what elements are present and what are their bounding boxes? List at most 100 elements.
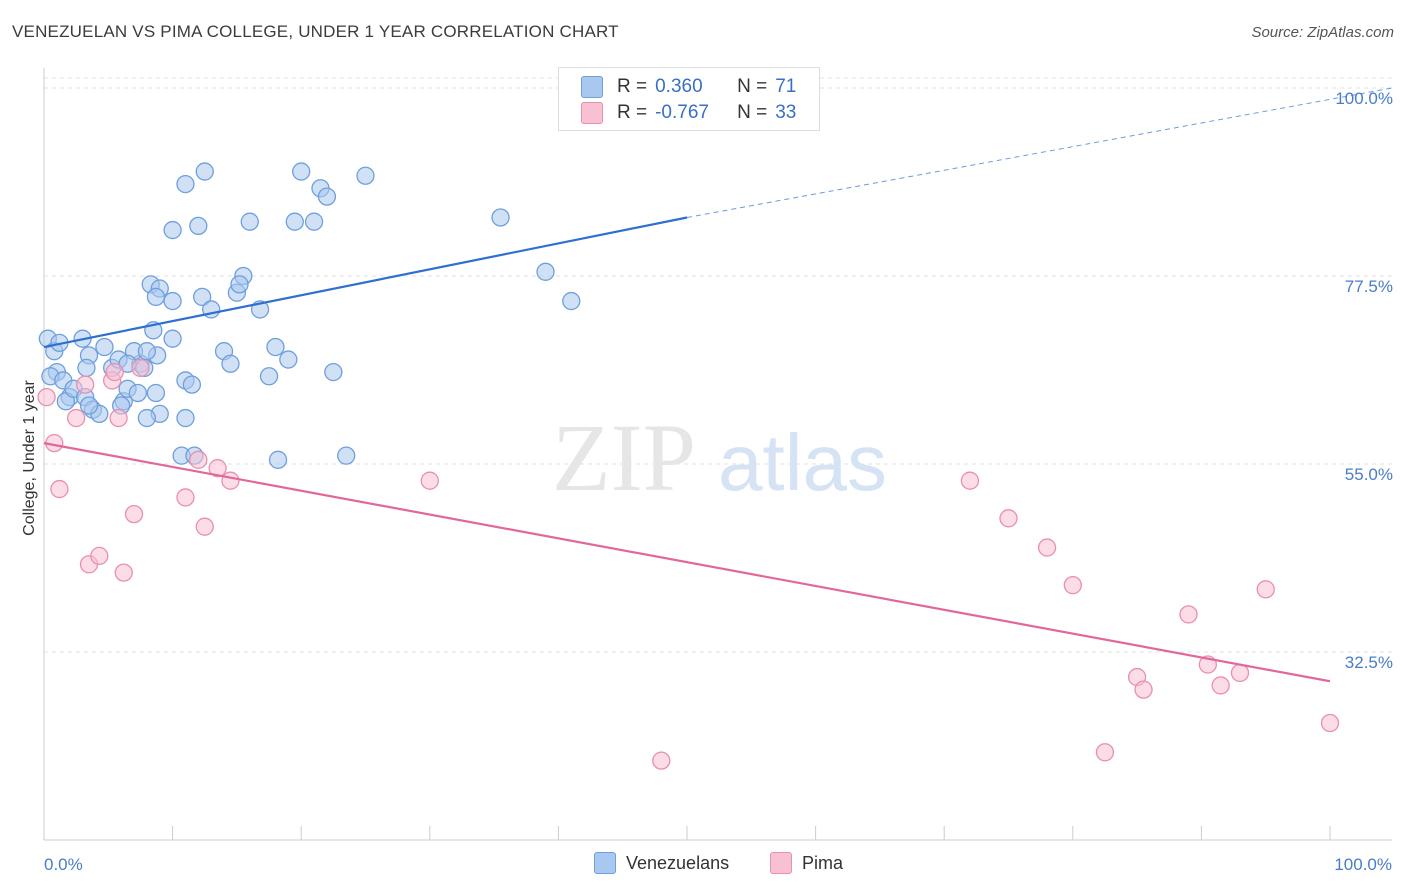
- pima-point-16: [208, 459, 227, 478]
- venezuelans-point-48: [163, 220, 182, 240]
- pima-point-32: [1320, 713, 1340, 733]
- pima-point-19: [652, 751, 671, 770]
- venezuelans-trend-line: [43, 216, 688, 349]
- venezuelans-point-31: [163, 329, 182, 348]
- legend-swatch-venezuelans: [581, 76, 603, 98]
- series-pima-points: [37, 358, 1340, 770]
- y-tick-labels: 32.5% 55.0% 77.5% 100.0%: [1335, 89, 1393, 672]
- venezuelans-trend-extension: [686, 87, 1393, 219]
- axes: [43, 68, 1392, 841]
- legend-row-pima: R = -0.767 N = 33: [581, 101, 796, 125]
- venezuelans-point-57: [266, 337, 285, 357]
- venezuelans-point-58: [268, 450, 288, 469]
- venezuelans-point-60: [285, 212, 304, 231]
- pima-point-3: [67, 408, 86, 428]
- venezuelans-point-47: [176, 174, 195, 194]
- venezuelans-point-69: [536, 262, 555, 281]
- pima-point-14: [189, 450, 208, 469]
- pima-point-6: [90, 546, 109, 566]
- venezuelans-point-39: [182, 375, 202, 394]
- y-tick-label-0: 32.5%: [1345, 653, 1393, 672]
- watermark-zip: ZIP: [552, 404, 696, 511]
- legend-n-value: 33: [775, 102, 797, 123]
- legend: R = 0.360 N = 71 R = -0.767 N = 33: [558, 67, 820, 131]
- gridlines: [44, 77, 1392, 653]
- venezuelans-point-70: [562, 291, 581, 311]
- pima-point-31: [1256, 580, 1275, 599]
- pima-trend-line: [43, 442, 1331, 683]
- venezuelans-point-54: [240, 212, 259, 231]
- venezuelans-point-46: [189, 216, 208, 236]
- venezuelans-point-13: [77, 358, 96, 378]
- pima-point-24: [1095, 743, 1115, 762]
- pima-point-9: [105, 362, 124, 382]
- pima-point-23: [1063, 576, 1082, 595]
- legend-row-venezuelans: R = 0.360 N = 71: [581, 75, 796, 99]
- y-axis-label: College, Under 1 year: [21, 380, 38, 536]
- bottom-legend-swatch-pima: [770, 852, 792, 874]
- pima-point-0: [37, 388, 56, 407]
- venezuelans-point-40: [176, 408, 195, 428]
- venezuelans-point-34: [137, 342, 157, 361]
- watermark-atlas: atlas: [718, 418, 887, 507]
- bottom-legend-pima: Pima: [770, 852, 843, 874]
- bottom-legend-label-pima: Pima: [802, 852, 844, 873]
- y-tick-label-1: 55.0%: [1345, 465, 1393, 484]
- legend-n-label: N =: [737, 76, 768, 97]
- bottom-legend-venezuelans: Venezuelans: [594, 852, 729, 874]
- venezuelans-point-43: [193, 287, 212, 307]
- bottom-legend: Venezuelans Pima: [0, 852, 1406, 878]
- venezuelans-point-64: [304, 212, 324, 231]
- pima-point-29: [1211, 676, 1230, 695]
- x-tick-label-max: 100.0%: [1334, 855, 1392, 874]
- venezuelans-point-59: [279, 350, 298, 369]
- venezuelans-point-30: [146, 287, 166, 307]
- legend-r-label: R =: [617, 76, 648, 97]
- venezuelans-point-65: [324, 362, 343, 382]
- venezuelans-point-63: [317, 187, 337, 206]
- pima-point-12: [131, 358, 150, 378]
- pima-point-10: [114, 563, 133, 582]
- trend-lines: [43, 87, 1393, 683]
- pima-point-20: [960, 471, 980, 490]
- venezuelans-point-37: [137, 408, 157, 428]
- pima-point-2: [50, 479, 69, 499]
- pima-point-4: [76, 375, 95, 394]
- pima-point-21: [999, 509, 1018, 528]
- venezuelans-point-32: [163, 291, 182, 311]
- venezuelans-point-68: [491, 208, 510, 227]
- venezuelans-point-56: [259, 367, 279, 386]
- venezuelans-point-53: [230, 275, 249, 294]
- x-tick-label-min: 0.0%: [44, 855, 83, 874]
- chart-title: VENEZUELAN VS PIMA COLLEGE, UNDER 1 YEAR…: [12, 22, 619, 41]
- pima-point-30: [1230, 663, 1250, 683]
- venezuelans-point-66: [337, 446, 356, 465]
- pima-point-27: [1179, 605, 1198, 624]
- legend-swatch-pima: [581, 102, 603, 124]
- pima-point-15: [195, 517, 214, 536]
- venezuelans-point-44: [195, 162, 214, 181]
- legend-r-value: 0.360: [655, 76, 703, 97]
- venezuelans-point-67: [356, 166, 375, 185]
- pima-point-17: [221, 471, 240, 490]
- pima-point-11: [124, 504, 144, 524]
- pima-point-8: [109, 408, 128, 428]
- venezuelans-point-15: [79, 396, 99, 415]
- legend-r-value: -0.767: [655, 102, 709, 123]
- venezuelans-point-22: [128, 383, 148, 403]
- venezuelans-point-50: [221, 354, 240, 373]
- venezuelans-point-16: [95, 337, 114, 357]
- y-tick-label-3: 100.0%: [1335, 89, 1393, 108]
- pima-point-18: [420, 471, 439, 490]
- pima-point-13: [176, 488, 195, 507]
- x-ticks: [43, 826, 1331, 840]
- pima-point-26: [1134, 680, 1153, 699]
- bottom-legend-swatch-venezuelans: [594, 852, 616, 874]
- venezuelans-point-61: [292, 162, 311, 181]
- venezuelans-point-35: [146, 383, 166, 403]
- bottom-legend-label-venezuelans: Venezuelans: [626, 852, 730, 873]
- watermark: ZIP atlas: [552, 404, 887, 511]
- legend-n-value: 71: [775, 76, 797, 97]
- pima-point-22: [1037, 538, 1057, 557]
